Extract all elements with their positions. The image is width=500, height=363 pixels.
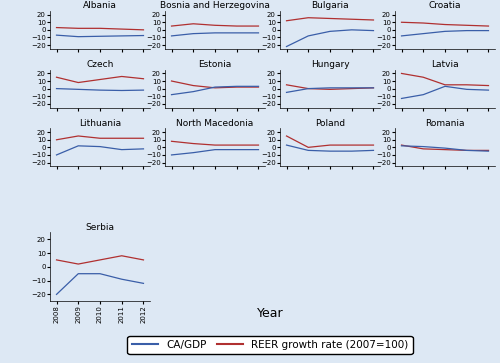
Legend: CA/GDP, REER growth rate (2007=100): CA/GDP, REER growth rate (2007=100)	[128, 336, 412, 354]
Title: Bosnia and Herzegovina: Bosnia and Herzegovina	[160, 1, 270, 10]
Title: Czech: Czech	[86, 60, 114, 69]
Title: Poland: Poland	[315, 119, 345, 128]
Title: Bulgaria: Bulgaria	[311, 1, 349, 10]
Title: Lithuania: Lithuania	[79, 119, 121, 128]
Title: Albania: Albania	[83, 1, 117, 10]
Title: Serbia: Serbia	[86, 223, 114, 232]
Title: Romania: Romania	[425, 119, 465, 128]
Title: Croatia: Croatia	[428, 1, 461, 10]
Title: Latvia: Latvia	[431, 60, 459, 69]
Title: Hungary: Hungary	[310, 60, 350, 69]
Title: North Macedonia: North Macedonia	[176, 119, 254, 128]
Title: Estonia: Estonia	[198, 60, 232, 69]
Text: Year: Year	[256, 307, 283, 321]
